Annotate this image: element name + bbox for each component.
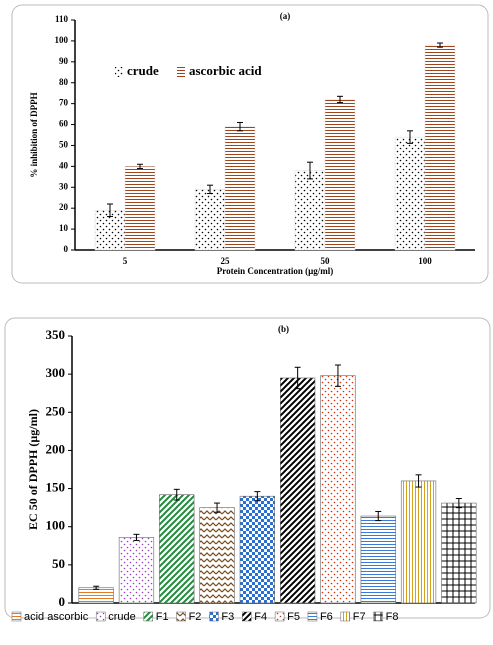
bar [294, 170, 326, 251]
y-tick-label: 0 [64, 244, 69, 254]
bar [124, 166, 156, 251]
y-axis-label: % inhibition of DPPH [29, 92, 39, 177]
error-bar [415, 474, 422, 488]
bar [199, 507, 235, 604]
legend-label: F8 [386, 611, 399, 623]
chart-title: (a) [280, 11, 291, 21]
y-tick-label: 150 [46, 480, 66, 495]
bar [320, 375, 356, 604]
error-bar [337, 95, 343, 104]
legend-swatch [177, 67, 185, 77]
bar [159, 494, 195, 604]
error-bar [254, 491, 261, 502]
legend-swatch [115, 67, 123, 77]
y-tick-label: 90 [59, 56, 69, 66]
bar [280, 377, 316, 604]
bar [441, 502, 477, 604]
error-bar [214, 502, 221, 513]
legend-swatch [340, 611, 351, 622]
error-bar [237, 121, 243, 132]
bar [194, 189, 226, 251]
x-tick-label: 50 [321, 256, 331, 266]
error-bar [307, 161, 313, 180]
legend-swatch [143, 611, 153, 622]
bar [400, 480, 437, 604]
bar [324, 99, 356, 251]
bar [224, 126, 256, 251]
y-tick-label: 100 [46, 518, 66, 533]
y-tick-label: 350 [46, 327, 66, 342]
legend-swatch [209, 611, 219, 622]
legend-swatch [307, 611, 318, 622]
bar [239, 495, 275, 604]
y-axis-label: EC 50 of DPPH (µg/ml) [26, 409, 40, 530]
y-tick-label: 50 [52, 556, 65, 571]
legend-label: F6 [320, 611, 333, 623]
legend-label: F1 [156, 611, 169, 623]
error-bar [407, 130, 413, 144]
bar [360, 515, 396, 604]
y-tick-label: 250 [46, 403, 66, 418]
error-bar [107, 203, 113, 218]
error-bar [137, 163, 143, 169]
x-tick-label: 5 [123, 256, 128, 266]
legend-label: crude [108, 611, 136, 623]
y-tick-label: 80 [59, 77, 69, 87]
y-tick-label: 30 [59, 181, 69, 191]
legend-label: ascorbic acid [189, 63, 262, 78]
bar [118, 537, 155, 604]
y-tick-label: 110 [55, 14, 69, 24]
y-tick-label: 10 [59, 223, 69, 233]
y-tick-label: 200 [46, 441, 66, 456]
y-tick-label: 0 [59, 594, 66, 609]
y-tick-label: 20 [59, 202, 69, 212]
bar [394, 136, 426, 251]
legend-label: crude [127, 63, 159, 78]
error-bar [93, 585, 100, 590]
legend-label: F7 [353, 611, 366, 623]
legend-swatch [373, 611, 383, 622]
error-bar [375, 510, 382, 522]
bar [424, 44, 456, 251]
legend-swatch [274, 611, 285, 622]
legend-label: F5 [287, 611, 300, 623]
x-tick-label: 25 [221, 256, 231, 266]
legend-swatch [242, 611, 252, 622]
legend-swatch [11, 611, 22, 622]
legend-label: F3 [221, 611, 234, 623]
legend-swatch [176, 611, 186, 622]
bar [78, 587, 114, 604]
y-tick-label: 60 [59, 119, 69, 129]
error-bar [455, 497, 462, 509]
chart-title: (b) [278, 324, 289, 334]
error-bar [437, 42, 443, 48]
x-tick-label: 100 [418, 256, 432, 266]
error-bar [334, 364, 341, 387]
y-tick-label: 100 [55, 35, 69, 45]
legend-swatch [95, 611, 106, 622]
y-tick-label: 300 [46, 365, 66, 380]
x-axis-label: Protein Concentration (µg/ml) [217, 266, 334, 276]
error-bar [207, 184, 213, 195]
error-bar [294, 366, 301, 390]
y-tick-label: 70 [59, 98, 69, 108]
y-tick-label: 50 [59, 140, 69, 150]
y-tick-label: 40 [59, 160, 69, 170]
error-bar [173, 488, 180, 501]
legend-label: acid ascorbic [24, 611, 89, 623]
legend-label: F4 [254, 611, 267, 623]
legend-label: F2 [189, 611, 202, 623]
error-bar [133, 533, 140, 541]
